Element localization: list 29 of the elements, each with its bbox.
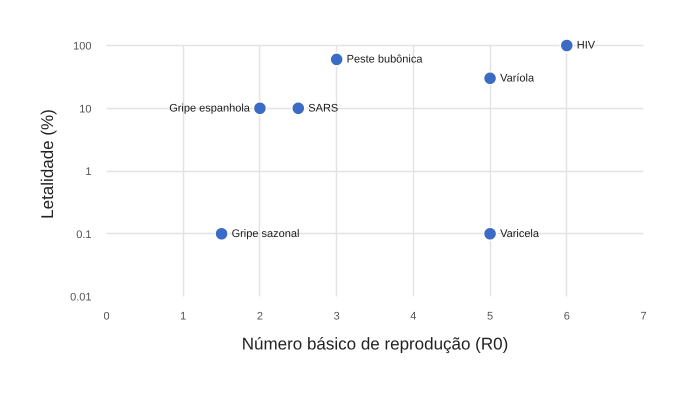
annotation: SARS: [308, 102, 338, 114]
annotation: Varicela: [500, 228, 540, 240]
y-tick-label: 0.01: [70, 292, 92, 304]
x-tick-label: 4: [410, 310, 416, 322]
y-axis-title: Letalidade (%): [38, 109, 58, 219]
y-tick-label: 100: [73, 40, 92, 52]
x-tick-label: 3: [334, 310, 340, 322]
point: [214, 226, 229, 241]
annotation: Varíola: [500, 72, 535, 84]
annotation: HIV: [576, 40, 596, 52]
annotation: Gripe espanhola: [169, 102, 251, 114]
x-tick-label: 1: [180, 310, 186, 322]
annotation: Peste bubônica: [346, 53, 424, 66]
point: [560, 38, 574, 53]
x-tick-label: 6: [564, 310, 570, 322]
point: [482, 71, 498, 86]
x-axis-title: Número básico de reprodução (R0): [242, 334, 508, 354]
y-tick-label: 10: [79, 103, 92, 116]
x-tick-label: 7: [640, 310, 647, 322]
x-tick-label: 0: [103, 310, 110, 322]
annotation: Gripe sazonal: [232, 228, 300, 240]
y-tick-label: 0.1: [76, 228, 92, 241]
point: [329, 52, 344, 67]
x-tick-label: 5: [487, 310, 494, 322]
point: [252, 101, 268, 116]
point: [291, 101, 306, 116]
point: [482, 226, 498, 241]
y-tick-label: 1: [85, 166, 92, 178]
x-tick-label: 2: [256, 310, 263, 322]
